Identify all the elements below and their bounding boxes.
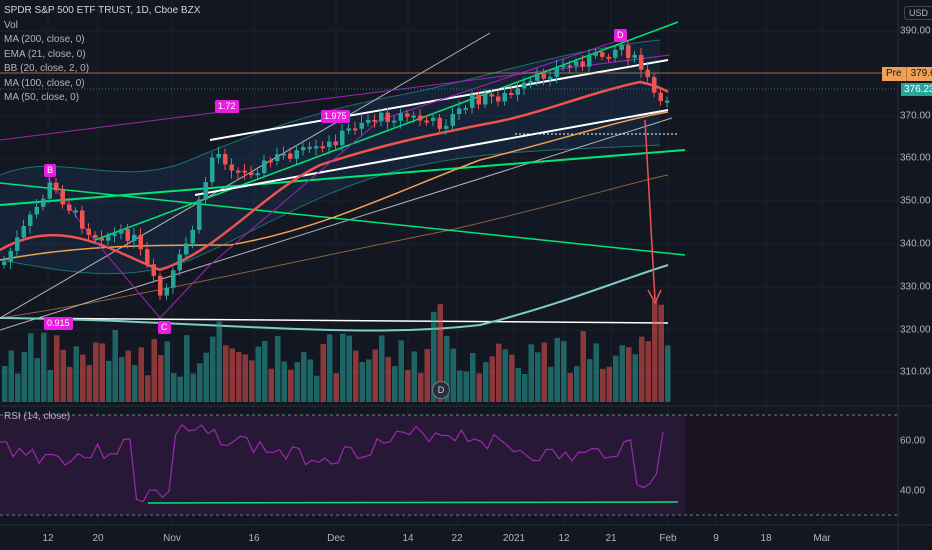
y-tick: 360.00 bbox=[900, 152, 931, 164]
pattern-point-c[interactable]: C bbox=[158, 321, 171, 334]
indicator-ma50[interactable]: MA (50, close, 0) bbox=[4, 92, 80, 103]
rsi-line bbox=[0, 423, 664, 503]
rsi-tick: 40.00 bbox=[900, 485, 926, 497]
indicator-vol[interactable]: Vol bbox=[4, 19, 18, 31]
x-tick: 20 bbox=[92, 533, 104, 544]
ratio-label-1975[interactable]: 1.975 bbox=[321, 110, 350, 123]
x-tick: 18 bbox=[760, 533, 772, 544]
x-tick: 14 bbox=[402, 533, 414, 544]
arrow-head-icon bbox=[647, 289, 662, 305]
trendline-lower-thin[interactable] bbox=[0, 117, 673, 331]
pre-value: 379.61 bbox=[905, 67, 932, 81]
pre-label: Pre bbox=[882, 67, 906, 81]
legend: SPDR S&P 500 ETF TRUST, 1D, Cboe BZX Vol… bbox=[4, 4, 200, 106]
y-tick: 310.00 bbox=[900, 366, 931, 378]
ratio-label-0915[interactable]: 0.915 bbox=[44, 317, 73, 330]
bollinger-upper bbox=[0, 39, 661, 176]
x-tick: Dec bbox=[327, 533, 345, 544]
pattern-point-b[interactable]: B bbox=[44, 164, 57, 177]
green-channel-top[interactable] bbox=[94, 21, 679, 241]
currency-button[interactable]: USD bbox=[904, 6, 932, 20]
y-tick: 370.00 bbox=[900, 110, 931, 122]
x-tick: 9 bbox=[713, 533, 719, 544]
volume-group bbox=[2, 300, 671, 402]
x-tick: Nov bbox=[163, 533, 181, 544]
indicator-ma200[interactable]: MA (200, close, 0) bbox=[4, 34, 85, 45]
symbol-title[interactable]: SPDR S&P 500 ETF TRUST, 1D, Cboe BZX bbox=[4, 5, 201, 16]
white-channel-bottom[interactable] bbox=[194, 109, 669, 196]
dividend-icon[interactable]: D bbox=[432, 381, 450, 399]
ratio-label-172[interactable]: 1.72 bbox=[215, 100, 239, 113]
green-support-line[interactable] bbox=[0, 149, 686, 206]
y-tick: 330.00 bbox=[900, 281, 931, 293]
pre-market-tag: Pre 379.61 bbox=[882, 67, 932, 81]
pattern-point-d[interactable]: D bbox=[614, 29, 627, 42]
rsi-tick: 60.00 bbox=[900, 435, 926, 447]
x-tick: 12 bbox=[42, 533, 54, 544]
projection-arrow[interactable] bbox=[644, 119, 656, 301]
rsi-band bbox=[0, 415, 685, 515]
indicator-ma100[interactable]: MA (100, close, 0) bbox=[4, 77, 85, 89]
x-tick: 2021 bbox=[502, 533, 526, 544]
bollinger-band-fill bbox=[0, 40, 660, 274]
x-tick: Feb bbox=[659, 533, 677, 544]
y-tick: 320.00 bbox=[900, 324, 931, 336]
y-tick: 340.00 bbox=[900, 238, 931, 250]
ma-50-line bbox=[0, 111, 669, 261]
y-tick: 350.00 bbox=[900, 195, 931, 207]
horizontal-support-line[interactable] bbox=[0, 317, 669, 324]
indicator-bb[interactable]: BB (20, close, 2, 0) bbox=[4, 63, 90, 74]
bollinger-lower bbox=[0, 144, 661, 275]
x-tick: 22 bbox=[451, 533, 463, 544]
x-tick: Mar bbox=[813, 533, 831, 544]
ema-21-line bbox=[0, 80, 669, 272]
x-tick: 16 bbox=[248, 533, 260, 544]
last-price-tag: 376.23 bbox=[901, 83, 932, 96]
indicator-ema21[interactable]: EMA (21, close, 0) bbox=[4, 48, 86, 60]
x-tick: 21 bbox=[605, 533, 617, 544]
x-tick: 12 bbox=[558, 533, 570, 544]
candles-group bbox=[2, 40, 670, 301]
ma-200-line bbox=[0, 174, 669, 319]
y-tick: 390.00 bbox=[900, 25, 931, 37]
rsi-label[interactable]: RSI (14, close) bbox=[4, 411, 71, 422]
rsi-support-line[interactable] bbox=[147, 501, 679, 504]
